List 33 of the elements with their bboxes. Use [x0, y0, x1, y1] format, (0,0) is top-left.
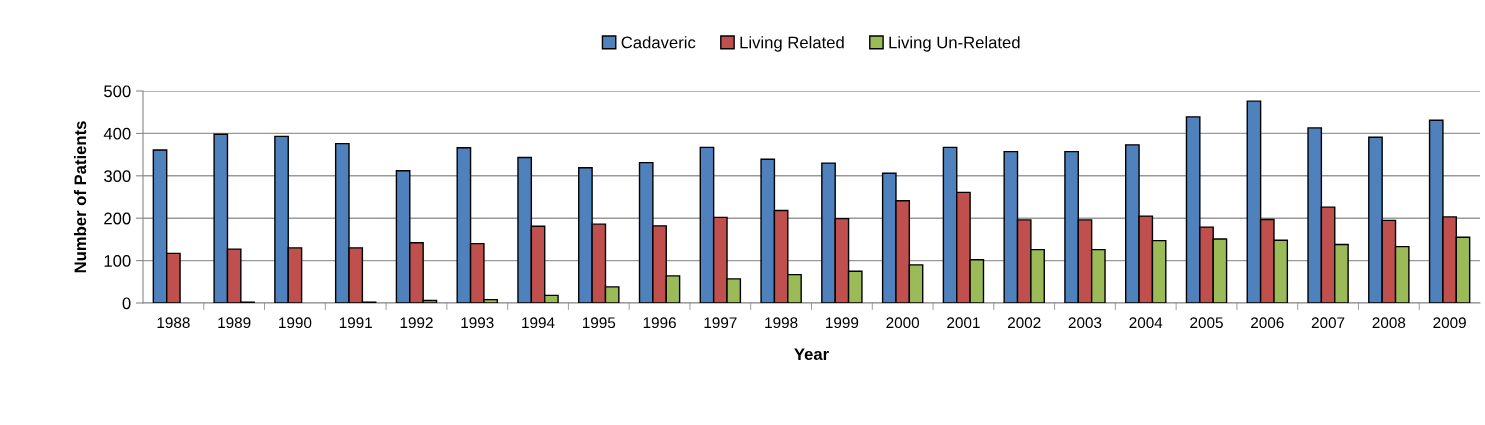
y-tick-label: 500: [104, 85, 131, 98]
x-tick-label: 2003: [1068, 317, 1102, 329]
y-tick-label: 300: [104, 170, 131, 182]
x-tick-label: 1991: [339, 317, 372, 329]
x-tick-label: 2002: [1007, 317, 1041, 329]
x-tick-label: 1992: [400, 317, 433, 329]
legend-label: Living Un-Related: [889, 36, 1020, 52]
x-tick-label: 1993: [461, 317, 494, 329]
x-tick-label: 1999: [826, 317, 859, 329]
x-tick-label: 2009: [1433, 317, 1466, 329]
x-tick-label: 2008: [1372, 317, 1406, 329]
x-tick-label: 2001: [947, 317, 980, 329]
x-axis-title: Year: [794, 348, 829, 361]
x-tick-label: 1988: [157, 317, 190, 329]
y-tick-label: 0: [122, 297, 131, 310]
x-tick-label: 1994: [522, 317, 555, 329]
y-tick-label: 400: [103, 127, 131, 140]
x-tick-label: 2004: [1129, 317, 1163, 329]
x-tick-label: 2005: [1190, 317, 1223, 329]
legend-label: Cadaveric: [621, 36, 696, 49]
x-tick-label: 1997: [704, 317, 737, 329]
x-tick-label: 1998: [765, 317, 798, 329]
y-tick-label: 100: [104, 255, 131, 267]
x-tick-label: 1996: [643, 317, 676, 329]
x-tick-label: 1990: [279, 317, 312, 329]
y-axis-title: Number of Patients: [73, 121, 87, 273]
legend-label: Living Related: [740, 36, 844, 52]
y-tick-label: 200: [104, 212, 131, 225]
x-tick-label: 1989: [218, 317, 251, 329]
x-tick-label: 1995: [582, 317, 616, 329]
x-tick-label: 2000: [886, 317, 920, 329]
x-tick-label: 2007: [1311, 317, 1345, 329]
x-tick-label: 2006: [1251, 317, 1284, 329]
